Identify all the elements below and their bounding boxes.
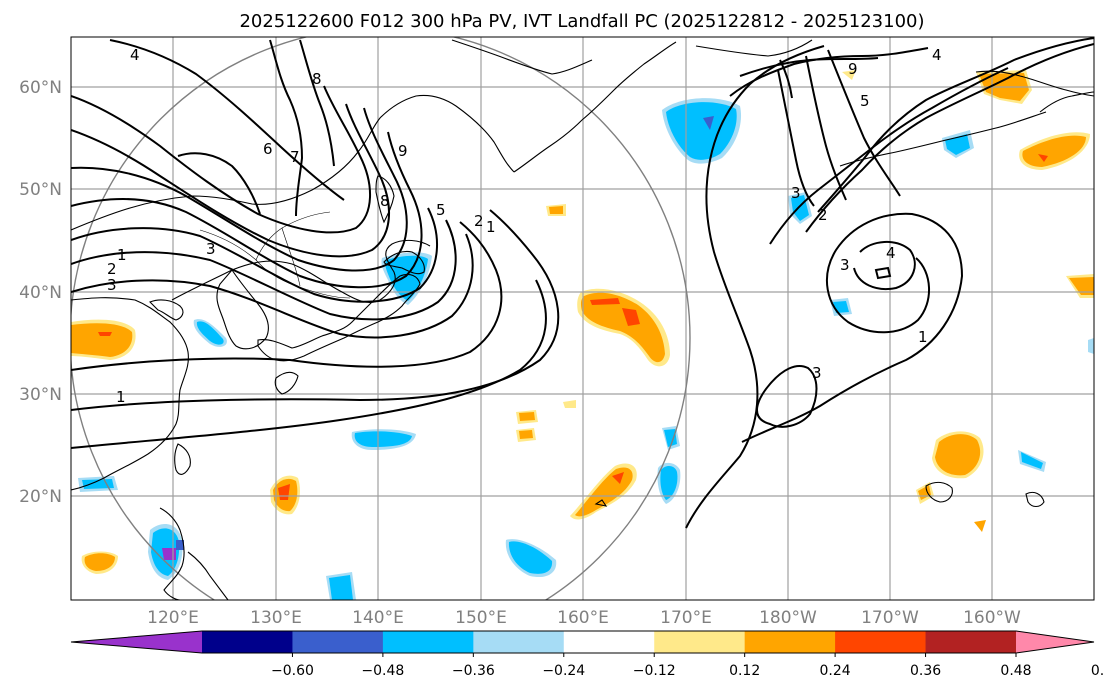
colorbar-segment — [835, 631, 927, 653]
contour-label: 7 — [290, 148, 300, 166]
gridlines — [71, 37, 1094, 600]
lat-label: 30°N — [19, 385, 62, 405]
colorbar-outline — [70, 630, 1095, 654]
colorbar-tick-label: 0.12 — [729, 663, 760, 679]
contour-label: 1 — [116, 388, 126, 406]
colorbar-segment — [382, 631, 474, 653]
colorbar-tick-label: 0.48 — [1000, 663, 1031, 679]
contour-label: 9 — [398, 142, 408, 160]
colorbar-tick-label: −0.12 — [633, 663, 676, 679]
contour-label: 1 — [117, 246, 127, 264]
lon-label: 130°E — [250, 608, 302, 628]
lon-label: 120°E — [147, 608, 199, 628]
colorbar-tick-label: −0.36 — [452, 663, 495, 679]
pc-shading — [71, 70, 1094, 574]
colorbar-extend-min — [71, 631, 202, 653]
lon-label: 170°W — [861, 608, 919, 628]
contour-label: 2 — [474, 212, 484, 230]
colorbar-segment — [925, 631, 1017, 653]
lat-label: 20°N — [19, 487, 62, 507]
colorbar-tick-label: 0.60 — [1091, 663, 1105, 679]
colorbar-segment — [202, 631, 293, 653]
figure-title: 2025122600 F012 300 hPa PV, IVT Landfall… — [239, 11, 924, 32]
lon-label: 150°E — [455, 608, 507, 628]
lat-label: 40°N — [19, 283, 62, 303]
colorbar-tick-label: −0.48 — [361, 663, 404, 679]
lat-label: 60°N — [19, 78, 62, 98]
colorbar-segment — [654, 631, 746, 653]
coastlines — [71, 39, 1094, 600]
contour-label: 2 — [107, 260, 117, 278]
colorbar-tick-label: −0.60 — [271, 663, 314, 679]
colorbar-segment — [744, 631, 836, 653]
map-panel: 4 8 6 7 1 2 3 5 9 8 2 3 1 9 4 5 2 3 4 3 … — [71, 37, 1094, 600]
contour-label: 4 — [130, 46, 140, 64]
lon-label: 170°E — [660, 608, 712, 628]
contour-label: 1 — [486, 218, 496, 236]
contour-label: 8 — [380, 192, 390, 210]
contour-label: 9 — [848, 60, 858, 78]
lat-label: 50°N — [19, 180, 62, 200]
contour-label: 1 — [918, 328, 928, 346]
contour-label: 3 — [791, 184, 801, 202]
contour-label: 4 — [886, 244, 896, 262]
lon-label: 160°W — [963, 608, 1021, 628]
lon-label: 160°E — [557, 608, 609, 628]
contour-label: 3 — [840, 256, 850, 274]
longitude-labels: 120°E 130°E 140°E 150°E 160°E 170°E 180°… — [147, 608, 1021, 628]
map-frame — [70, 36, 1095, 601]
colorbar-tick-label: 0.36 — [910, 663, 941, 679]
contour-label: 3 — [107, 276, 117, 294]
colorbar-tick-label: 0.24 — [820, 663, 851, 679]
contour-label: 5 — [860, 92, 870, 110]
contour-label: 5 — [436, 201, 446, 219]
contour-label: 3 — [206, 240, 216, 258]
colorbar-extend-max — [1016, 631, 1094, 653]
contour-label: 6 — [263, 140, 273, 158]
latitude-labels: 60°N 50°N 40°N 30°N 20°N — [19, 78, 62, 507]
colorbar-tick-label: −0.24 — [542, 663, 585, 679]
colorbar-segment — [292, 631, 384, 653]
contour-label: 4 — [932, 46, 942, 64]
pv-contour-labels: 4 8 6 7 1 2 3 5 9 8 2 3 1 9 4 5 2 3 4 3 … — [107, 46, 942, 406]
lon-label: 140°E — [352, 608, 404, 628]
landfall-radius-circle — [71, 37, 691, 600]
colorbar: −0.60 −0.48 −0.36 −0.24 −0.12 0.12 0.24 0.36 0.4… — [70, 630, 1105, 679]
contour-label: 2 — [818, 206, 828, 224]
colorbar-segment — [563, 631, 655, 653]
contour-label: 8 — [312, 70, 322, 88]
pv-contours — [71, 37, 1094, 529]
colorbar-segment — [473, 631, 565, 653]
lon-label: 180°W — [759, 608, 817, 628]
contour-label: 3 — [812, 364, 822, 382]
